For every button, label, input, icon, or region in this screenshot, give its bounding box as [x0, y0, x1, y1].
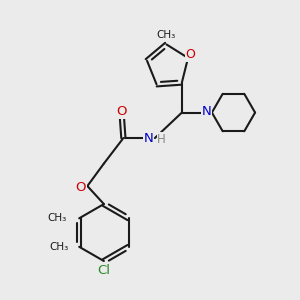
Text: N: N	[144, 131, 153, 145]
Text: O: O	[185, 48, 195, 62]
Text: O: O	[76, 181, 86, 194]
Text: O: O	[117, 105, 127, 118]
Text: H: H	[157, 133, 166, 146]
Text: CH₃: CH₃	[47, 213, 67, 223]
Text: CH₃: CH₃	[157, 31, 176, 40]
Text: N: N	[202, 104, 212, 118]
Text: CH₃: CH₃	[50, 242, 69, 252]
Text: Cl: Cl	[98, 263, 110, 277]
